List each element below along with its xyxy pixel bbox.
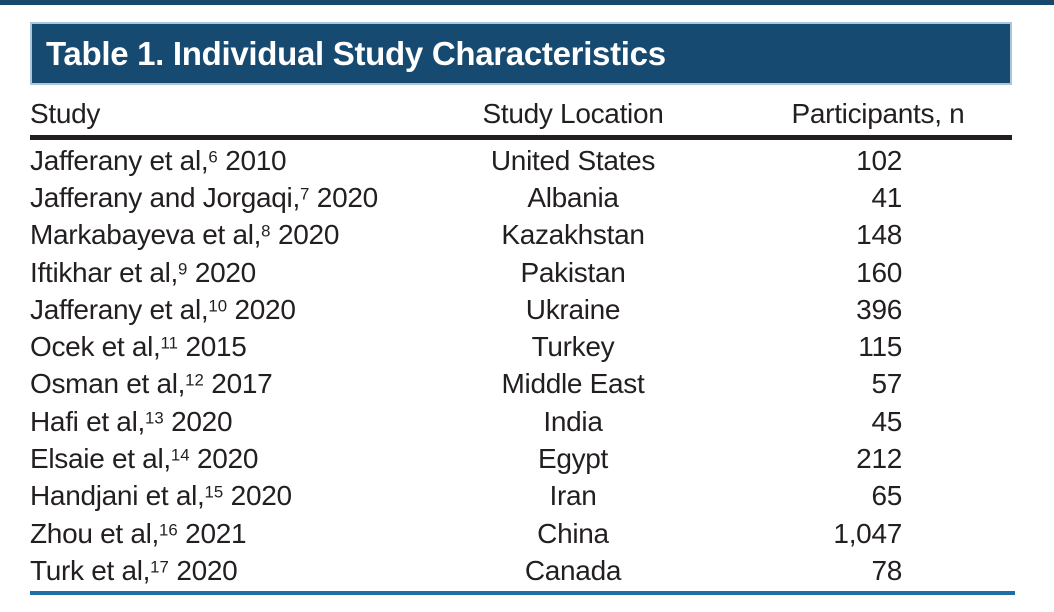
- study-year: 2020: [230, 480, 292, 512]
- study-cell: Osman et al,12 2017: [30, 370, 440, 398]
- column-header-study: Study: [30, 98, 101, 129]
- study-location-cell: United States: [490, 144, 656, 176]
- table-row: Jafferany et al,10 2020 Ukraine 396: [30, 291, 1012, 328]
- study-year: 2020: [176, 554, 238, 586]
- participants-cell: 396: [856, 293, 902, 325]
- study-location-cell: China: [537, 517, 609, 549]
- study-author: Zhou et al,: [30, 517, 160, 549]
- study-author: Osman et al,: [30, 368, 186, 400]
- study-year: 2017: [211, 368, 273, 400]
- column-header-study-location: Study Location: [482, 98, 664, 129]
- table-row: Osman et al,12 2017 Middle East 57: [30, 366, 1012, 403]
- reference-superscript: 6: [208, 147, 218, 167]
- study-cell: Handjani et al,15 2020: [30, 482, 440, 510]
- table-row: Zhou et al,16 2021 China 1,047: [30, 515, 1012, 552]
- study-location-cell: Egypt: [537, 443, 609, 475]
- reference-superscript: 11: [160, 333, 178, 353]
- table-body: Jafferany et al,6 2010 United States 102…: [30, 140, 1012, 590]
- study-cell: Jafferany et al,10 2020: [30, 293, 440, 325]
- reference-superscript: 13: [144, 408, 164, 428]
- participants-cell: 160: [856, 256, 902, 288]
- study-year: 2020: [278, 219, 340, 251]
- study-cell: Elsaie et al,14 2020: [30, 445, 440, 473]
- study-location-cell: Iran: [549, 480, 597, 512]
- study-cell: Jafferany et al,6 2010: [30, 144, 440, 176]
- study-year: 2020: [197, 443, 259, 475]
- bottom-rule: [30, 590, 1015, 595]
- study-author: Iftikhar et al,: [30, 256, 179, 288]
- reference-superscript: 12: [185, 370, 204, 390]
- study-year: 2020: [234, 293, 296, 325]
- study-location-cell: India: [543, 405, 603, 437]
- participants-cell: 65: [871, 480, 902, 512]
- table-title: Table 1. Individual Study Characteristic…: [46, 34, 666, 72]
- participants-cell: 212: [856, 443, 902, 475]
- study-location-cell: Pakistan: [520, 256, 626, 288]
- table-row: Turk et al,17 2020 Canada 78: [30, 552, 1012, 589]
- reference-superscript: 15: [204, 482, 224, 502]
- study-cell: Ocek et al,11 2015: [30, 333, 440, 361]
- study-cell: Zhou et al,16 2021: [30, 517, 440, 549]
- table-header-row: Study Study Location Participants, n: [30, 85, 1012, 135]
- study-characteristics-table: Table 1. Individual Study Characteristic…: [30, 22, 1015, 595]
- study-author: Jafferany and Jorgaqi,: [30, 181, 300, 213]
- column-header-participants: Participants, n: [791, 98, 965, 129]
- participants-cell: 102: [856, 144, 902, 176]
- reference-superscript: 17: [150, 557, 169, 577]
- reference-superscript: 14: [170, 445, 190, 465]
- study-location-cell: Kazakhstan: [501, 219, 645, 251]
- study-location-cell: Albania: [527, 181, 619, 213]
- study-author: Jafferany et al,: [30, 144, 209, 176]
- table-row: Jafferany and Jorgaqi,7 2020 Albania 41: [30, 179, 1012, 216]
- study-year: 2015: [185, 331, 247, 363]
- participants-cell: 45: [871, 405, 902, 437]
- header-rule: [30, 135, 1012, 140]
- participants-cell: 78: [871, 554, 902, 586]
- participants-cell: 148: [856, 219, 902, 251]
- study-location-cell: Ukraine: [525, 293, 621, 325]
- study-year: 2020: [316, 181, 378, 213]
- study-year: 2010: [225, 144, 287, 176]
- study-author: Ocek et al,: [30, 331, 161, 363]
- reference-superscript: 16: [159, 520, 178, 540]
- study-location-cell: Turkey: [531, 331, 615, 363]
- participants-cell: 1,047: [833, 517, 902, 549]
- study-cell: Iftikhar et al,9 2020: [30, 256, 440, 288]
- reference-superscript: 8: [261, 221, 271, 241]
- top-page-rule: [0, 0, 1054, 5]
- participants-cell: 57: [871, 368, 902, 400]
- study-author: Hafi et al,: [30, 405, 145, 437]
- table-row: Iftikhar et al,9 2020 Pakistan 160: [30, 254, 1012, 291]
- study-location-cell: Middle East: [501, 368, 645, 400]
- study-year: 2020: [171, 405, 233, 437]
- table-row: Hafi et al,13 2020 India 45: [30, 403, 1012, 440]
- table-row: Elsaie et al,14 2020 Egypt 212: [30, 440, 1012, 477]
- study-location-cell: Canada: [524, 554, 622, 586]
- participants-cell: 41: [871, 181, 902, 213]
- participants-cell: 115: [858, 331, 902, 363]
- study-year: 2020: [194, 256, 256, 288]
- table-title-banner: Table 1. Individual Study Characteristic…: [30, 22, 1012, 85]
- study-cell: Jafferany and Jorgaqi,7 2020: [30, 181, 440, 213]
- table-row: Markabayeva et al,8 2020 Kazakhstan 148: [30, 217, 1012, 254]
- table-row: Handjani et al,15 2020 Iran 65: [30, 478, 1012, 515]
- table-row: Ocek et al,11 2015 Turkey 115: [30, 328, 1012, 365]
- study-author: Elsaie et al,: [30, 443, 171, 475]
- table-row: Jafferany et al,6 2010 United States 102: [30, 142, 1012, 179]
- study-cell: Turk et al,17 2020: [30, 554, 440, 586]
- study-cell: Markabayeva et al,8 2020: [30, 221, 440, 249]
- study-author: Handjani et al,: [30, 480, 205, 512]
- study-year: 2021: [185, 517, 247, 549]
- reference-superscript: 9: [178, 258, 188, 278]
- study-author: Jafferany et al,: [30, 293, 209, 325]
- reference-superscript: 7: [299, 184, 310, 204]
- study-author: Markabayeva et al,: [30, 219, 262, 251]
- study-cell: Hafi et al,13 2020: [30, 405, 440, 437]
- reference-superscript: 10: [208, 296, 228, 316]
- study-author: Turk et al,: [30, 554, 151, 586]
